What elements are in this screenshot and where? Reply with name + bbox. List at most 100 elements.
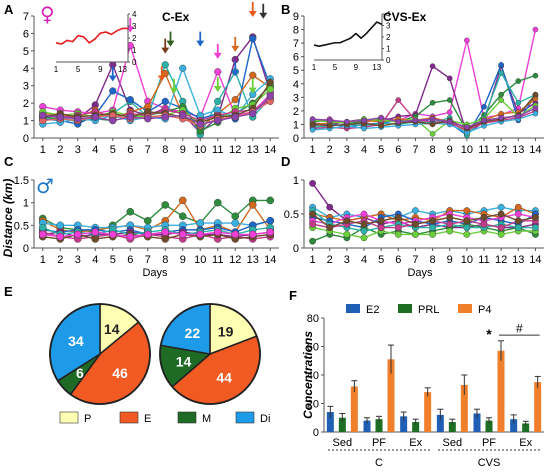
- data-point: [446, 220, 454, 228]
- x-tick-label: 9: [180, 254, 186, 266]
- inset-background: [314, 14, 382, 60]
- data-point: [56, 232, 65, 241]
- data-point: [326, 117, 333, 124]
- data-point: [196, 219, 205, 227]
- x-tick-label: 6: [395, 254, 401, 266]
- data-point: [266, 78, 274, 86]
- inset-y-tick-label: 1: [132, 46, 137, 55]
- inset-y-tick-label: 4: [132, 10, 137, 19]
- arrow-head: [248, 11, 257, 17]
- data-point: [532, 91, 539, 98]
- data-point: [360, 227, 368, 235]
- data-point: [231, 212, 240, 221]
- x-tick-label: 3: [344, 254, 350, 266]
- y-tick-label: 5: [23, 46, 29, 58]
- data-point: [73, 230, 82, 239]
- data-point: [498, 62, 504, 68]
- pie-slice-label: 34: [68, 333, 84, 349]
- data-point: [412, 117, 419, 124]
- y-tick-label: 1: [293, 119, 299, 131]
- x-tick-label: 8: [162, 144, 168, 156]
- category-label: PF: [482, 437, 496, 449]
- x-tick-label: 7: [412, 254, 418, 266]
- y-tick-label: 0: [23, 243, 29, 255]
- legend-label-m: M: [202, 413, 211, 425]
- x-tick-label: 1: [40, 254, 46, 266]
- data-point: [498, 97, 504, 103]
- data-point: [360, 234, 368, 242]
- bar-e2: [436, 414, 444, 432]
- bar-e2: [363, 420, 371, 432]
- y-tick-label: 0: [23, 133, 29, 145]
- x-tick-label: 2: [57, 254, 63, 266]
- panel-b-title: CVS-Ex: [383, 10, 427, 24]
- x-tick-label: 5: [110, 254, 116, 266]
- pie-slice-label: 6: [76, 365, 84, 381]
- pie-slice-label: 19: [218, 323, 234, 339]
- data-point: [377, 224, 385, 232]
- pie-outline: [49, 303, 151, 405]
- data-point: [161, 235, 170, 243]
- data-point: [412, 207, 419, 215]
- panel-d-plot: 00.511 2 3 4 5 6 7 8 9 10 11 12 13 14: [284, 175, 544, 266]
- panel-f-bar-chart: 0 20 40 60 80 Sed PF Ex Sed PF Ex C CVS * # E2 PRL P4: [307, 304, 544, 469]
- inset-plot: 0 1 2 3 4 1 5 9 13: [54, 10, 137, 74]
- series-line: [312, 99, 536, 135]
- data-point: [360, 220, 368, 228]
- data-point: [429, 131, 436, 137]
- inset-x-tick-label: 13: [118, 65, 127, 74]
- data-point: [91, 228, 100, 236]
- x-tick-label: 2: [327, 254, 333, 266]
- y-tick-label: 8: [293, 25, 299, 37]
- panel-label-b: B: [281, 2, 290, 17]
- data-point: [178, 230, 187, 239]
- inset-line: [55, 27, 128, 45]
- y-tick-label: 4: [293, 79, 299, 91]
- inset-y-tick-label: 4: [386, 10, 391, 19]
- data-point: [480, 213, 488, 221]
- legend-label-p4: P4: [478, 304, 491, 316]
- data-point: [429, 63, 436, 69]
- data-point: [395, 118, 402, 125]
- arrow-head: [170, 87, 178, 94]
- data-point: [360, 210, 368, 218]
- x-tick-label: 14: [529, 144, 541, 156]
- x-tick-label: 4: [92, 144, 98, 156]
- x-tick-label: 3: [75, 144, 81, 156]
- group-label: CVS: [478, 457, 501, 469]
- data-point: [394, 213, 402, 221]
- legend-swatch-p: [59, 411, 79, 424]
- x-tick-label: 7: [412, 144, 418, 156]
- x-tick-label: 12: [495, 254, 507, 266]
- bar-p4: [497, 350, 505, 432]
- data-point: [248, 201, 257, 209]
- data-point: [109, 116, 117, 125]
- x-tick-label: 6: [127, 254, 133, 266]
- x-tick-label: 7: [145, 144, 151, 156]
- data-point: [463, 224, 471, 232]
- category-label: Ex: [519, 437, 532, 449]
- data-point: [497, 224, 505, 232]
- arrow-head: [166, 40, 175, 47]
- data-point: [429, 217, 436, 225]
- y-tick-label: 80: [307, 313, 319, 325]
- series-line: [312, 98, 536, 131]
- data-point: [231, 219, 240, 227]
- panel-d-xlabel: Days: [407, 267, 433, 279]
- pie-e-right: 19 44 14 22: [159, 303, 261, 405]
- female-symbol: ♀: [40, 2, 55, 26]
- legend-swatch-di: [235, 411, 255, 424]
- arrow-head: [213, 52, 222, 59]
- data-point: [429, 230, 436, 238]
- pie-slice-label: 44: [216, 370, 232, 386]
- inset-background: [56, 14, 128, 62]
- inset-y-tick-label: 3: [132, 22, 137, 31]
- group-label: C: [375, 457, 383, 469]
- legend-swatch-prl: [398, 304, 412, 313]
- data-point: [266, 92, 274, 100]
- data-point: [108, 230, 117, 239]
- data-point: [266, 216, 275, 225]
- data-point: [143, 216, 152, 225]
